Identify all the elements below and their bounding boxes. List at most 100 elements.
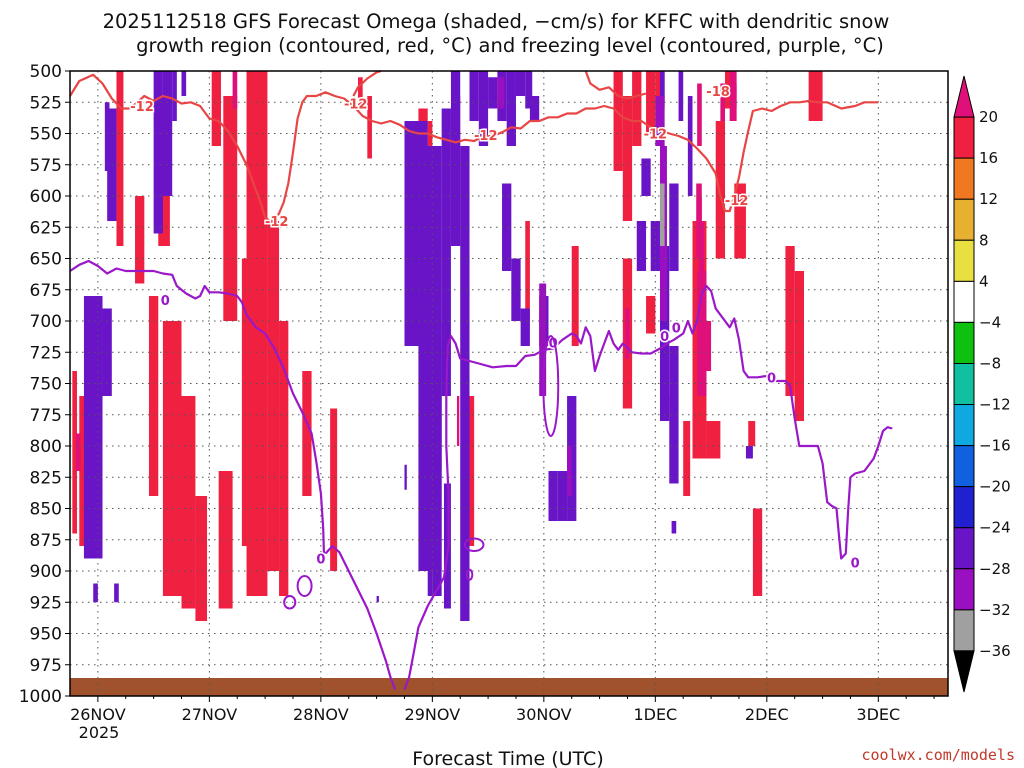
- isotherm-line: [352, 69, 382, 97]
- omega-region: [79, 396, 87, 546]
- omega-region: [515, 71, 526, 96]
- omega-region: [706, 421, 721, 459]
- omega-region: [752, 508, 763, 596]
- omega-region: [488, 77, 498, 109]
- omega-region: [93, 583, 98, 603]
- isotherm-label: 0: [767, 371, 776, 386]
- time-axis: 26NOV 27NOV 28NOV 29NOV 30NOV 1DEC 2DEC 3DEC: [70, 696, 935, 724]
- omega-region: [697, 271, 707, 396]
- omega-region: [706, 321, 712, 371]
- omega-region: [794, 271, 804, 421]
- omega-region: [646, 71, 656, 134]
- y-tick-label: 525: [30, 93, 62, 113]
- x-axis-title: Forecast Time (UTC): [412, 748, 603, 768]
- y-tick-label: 825: [30, 468, 62, 488]
- colorbar-label: −16: [979, 437, 1011, 455]
- colorbar-label: −20: [979, 478, 1011, 496]
- colorbar-bin: [953, 157, 975, 200]
- omega-region: [211, 71, 221, 146]
- omega-region: [525, 221, 530, 321]
- colorbar-bin: [953, 527, 975, 570]
- x-tick-label: 27NOV: [182, 705, 238, 724]
- y-tick-label: 675: [30, 281, 62, 301]
- y-tick-label: 700: [30, 312, 62, 332]
- isotherm-line: [584, 70, 647, 100]
- colorbar-bin: [953, 609, 975, 652]
- omega-region: [613, 71, 623, 171]
- omega-region: [808, 71, 823, 121]
- isotherm-label: -12: [130, 100, 154, 115]
- colorbar-label: 16: [979, 149, 998, 167]
- colorbar-bin: [953, 198, 975, 241]
- y-tick-label: 975: [30, 656, 62, 676]
- x-year-label: 2025: [79, 723, 120, 742]
- isotherm-label: 0: [660, 330, 669, 345]
- omega-region: [571, 246, 579, 346]
- y-tick-label: 900: [30, 562, 62, 582]
- isotherm-closed-contour: [542, 335, 560, 437]
- omega-region: [376, 596, 379, 603]
- y-tick-label: 650: [30, 250, 62, 270]
- omega-region: [148, 296, 159, 496]
- omega-region: [720, 83, 726, 121]
- omega-region: [646, 296, 656, 334]
- colorbar-bin: [953, 116, 975, 159]
- credit-text: coolwx.com/models: [861, 746, 1015, 764]
- omega-region: [557, 471, 568, 521]
- x-tick-label: 3DEC: [856, 705, 900, 724]
- isotherm-label: -12: [644, 128, 668, 143]
- omega-region: [441, 108, 451, 396]
- isotherm-label: 0: [672, 321, 681, 336]
- omega-region: [734, 183, 746, 259]
- omega-region: [683, 421, 691, 496]
- x-tick-label: 28NOV: [293, 705, 349, 724]
- omega-region: [659, 183, 665, 246]
- y-tick-label: 600: [30, 187, 62, 207]
- omega-region: [678, 71, 684, 121]
- omega-region: [655, 96, 665, 146]
- omega-region: [114, 583, 119, 603]
- y-tick-label: 950: [30, 625, 62, 645]
- omega-region: [622, 96, 633, 221]
- omega-region: [195, 496, 208, 621]
- colorbar-label: −28: [979, 560, 1011, 578]
- x-tick-label: 29NOV: [405, 705, 461, 724]
- y-tick-label: 550: [30, 125, 62, 145]
- omega-region: [539, 283, 547, 396]
- isotherm-line: [324, 544, 397, 691]
- colorbar-bin: [953, 239, 975, 282]
- omega-region: [172, 71, 177, 121]
- isotherm-line: [403, 284, 893, 691]
- omega-region: [506, 71, 516, 146]
- omega-region: [72, 371, 77, 534]
- omega-region: [659, 71, 665, 103]
- isotherm-label: -18: [706, 85, 730, 100]
- omega-region: [625, 308, 630, 359]
- colorbar-label: −4: [979, 313, 1001, 331]
- omega-region: [181, 396, 196, 609]
- isotherm-closed-contour: [463, 537, 485, 552]
- colorbar-label: 20: [979, 108, 998, 126]
- omega-region: [715, 121, 726, 259]
- omega-shading: [72, 71, 823, 621]
- isotherm-label: -12: [265, 215, 289, 230]
- colorbar-label: −12: [979, 396, 1011, 414]
- omega-region: [76, 433, 81, 471]
- colorbar-bin: [953, 568, 975, 611]
- omega-region: [450, 71, 461, 246]
- x-tick-label: 1DEC: [633, 705, 677, 724]
- y-tick-label: 500: [30, 62, 62, 82]
- omega-region: [367, 96, 372, 159]
- isotherm-closed-contour: [296, 575, 313, 597]
- colorbar-label: −8: [979, 354, 1001, 372]
- omega-region: [731, 71, 737, 109]
- omega-region: [502, 183, 512, 271]
- isotherm-closed-contour: [283, 595, 297, 610]
- omega-region: [460, 146, 470, 621]
- isotherm-label: -12: [725, 194, 749, 209]
- omega-region: [330, 408, 338, 571]
- omega-region: [162, 321, 182, 596]
- colorbar-bin: [953, 650, 975, 693]
